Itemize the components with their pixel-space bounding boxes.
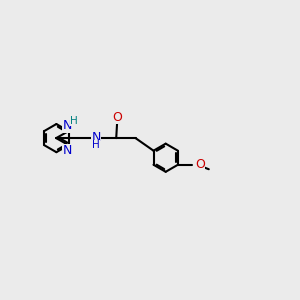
Text: H: H: [70, 116, 78, 126]
Text: O: O: [112, 110, 122, 124]
Text: O: O: [195, 158, 205, 171]
Text: N: N: [91, 131, 101, 144]
Text: N: N: [63, 119, 72, 132]
Text: H: H: [92, 140, 100, 150]
Text: N: N: [63, 144, 72, 157]
